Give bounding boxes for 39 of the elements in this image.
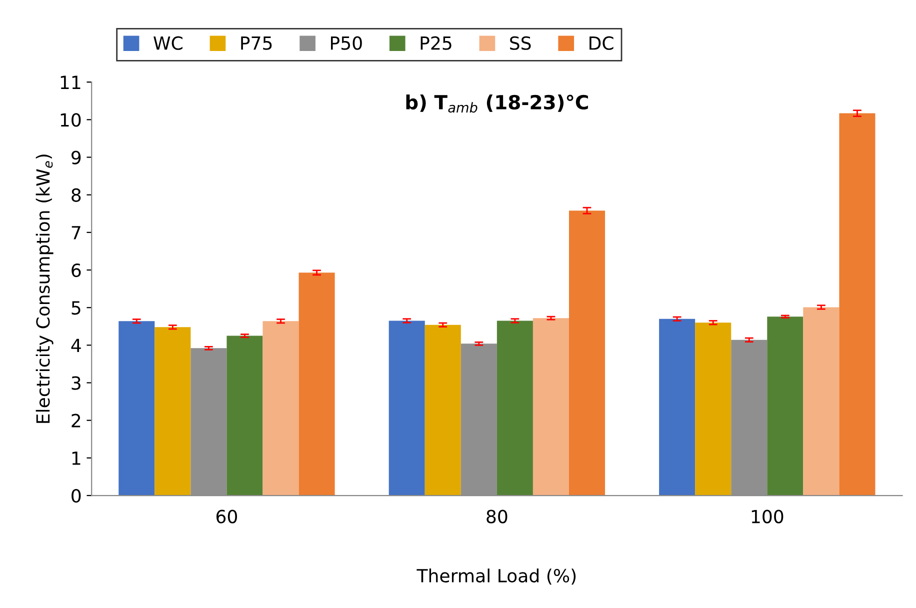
legend-label: P50 [330,36,362,50]
x-tick-label: 60 [216,510,237,524]
bar [803,307,840,496]
y-axis-title: Electricity Consumption (kW$_{e}$) [36,154,54,423]
y-tick-label: 2 [72,414,80,428]
legend-label: DC [590,36,614,50]
y-tick-label: 7 [72,226,80,240]
x-axis-title: Thermal Load (%) [416,568,576,585]
bar [226,336,263,496]
bar [568,210,606,496]
bar [154,327,191,496]
x-tick-label: 80 [486,510,508,524]
legend-label: P75 [241,36,272,50]
bar [532,318,569,496]
y-tick-label: 11 [60,76,80,89]
bar [298,272,335,496]
bar [262,321,299,496]
bar [424,324,461,496]
bar [388,320,425,496]
x-tick-label: 100 [752,510,784,524]
bar [767,316,804,496]
bar [659,318,696,496]
bar [695,322,732,496]
legend-label: P25 [420,36,452,50]
bar [839,113,876,496]
bar [496,320,533,496]
y-tick-label: 9 [72,150,81,164]
y-tick-label: 1 [72,452,80,465]
text: b) T$_{amb}$ (18-23)°C [406,94,588,113]
y-tick-label: 3 [72,376,80,390]
bar [118,321,155,496]
y-tick-label: 6 [72,263,81,278]
y-tick-label: 5 [72,301,80,315]
y-tick-label: 4 [71,338,81,352]
y-tick-label: 10 [60,113,81,127]
legend-label: SS [510,36,531,50]
legend-label: WC [154,36,182,50]
y-tick-label: 0 [72,488,81,503]
y-tick-label: 8 [72,188,81,202]
